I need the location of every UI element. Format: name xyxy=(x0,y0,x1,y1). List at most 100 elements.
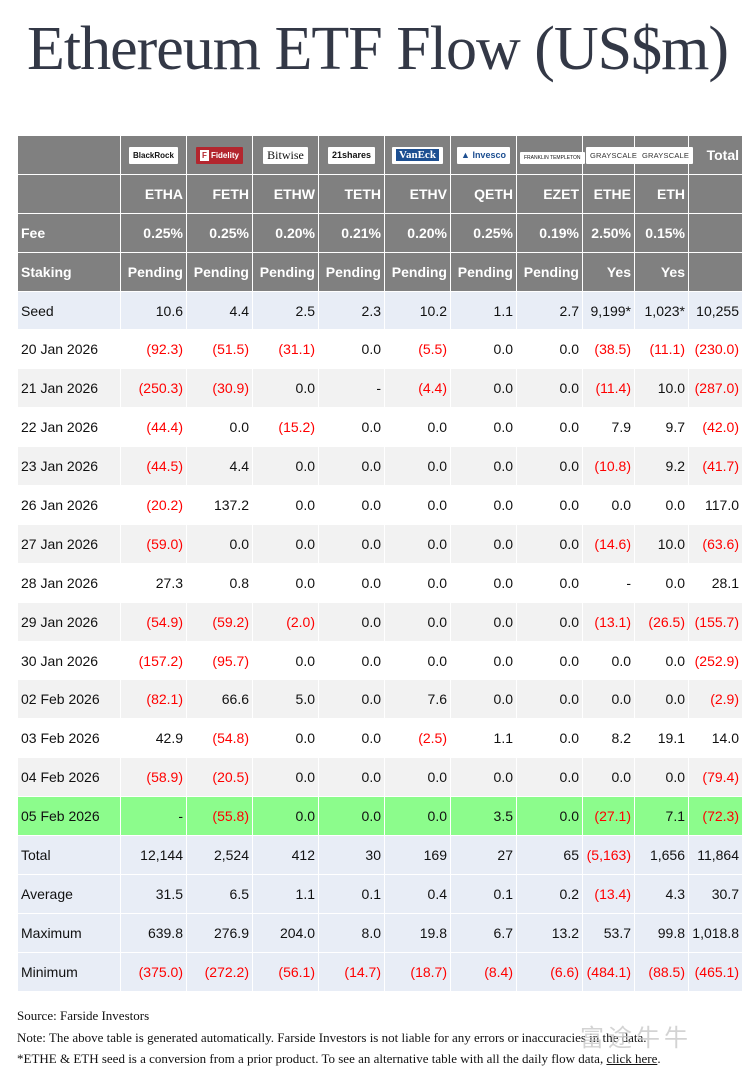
flow-cell: 12,144 xyxy=(120,835,187,875)
row-label: 29 Jan 2026 xyxy=(17,601,121,642)
flow-cell: 0.0 xyxy=(516,796,583,837)
flow-cell: 1.1 xyxy=(450,290,517,331)
flow-cell: 0.0 xyxy=(252,562,319,603)
table-row: 02 Feb 2026 (82.1) 66.6 5.0 0.0 7.6 0.0 0.0 0.0 0… xyxy=(17,679,743,720)
flow-cell: (4.4) xyxy=(384,368,451,409)
flow-cell: (88.5) xyxy=(634,951,689,992)
flow-cell: 27 xyxy=(450,835,517,875)
ticker-cell: ETHV xyxy=(384,173,451,214)
flow-cell: (230.0) xyxy=(688,329,743,370)
table-row: 05 Feb 2026- (55.8) 0.0 0.0 0.0 3.5 0.0 (27.1) 7… xyxy=(17,796,743,837)
flow-cell: 14.0 xyxy=(688,718,743,759)
flow-cell: 0.0 xyxy=(384,601,451,642)
blackrock-logo: BlackRock xyxy=(129,147,178,165)
flow-cell: 0.8 xyxy=(186,562,253,603)
row-label: Average xyxy=(17,873,121,914)
flow-cell: 28.1 xyxy=(688,562,743,603)
flow-cell: 0.0 xyxy=(450,407,517,448)
flow-cell: 11,864 xyxy=(688,835,743,875)
seed-note-text: *ETHE & ETH seed is a conversion from a … xyxy=(17,1051,604,1066)
flow-cell: (31.1) xyxy=(252,329,319,370)
flow-cell: 42.9 xyxy=(120,718,187,759)
flow-cell: (30.9) xyxy=(186,368,253,409)
flow-cell: 1.1 xyxy=(450,718,517,759)
flow-cell: 7.9 xyxy=(582,407,635,448)
flow-cell: 6.5 xyxy=(186,873,253,914)
flow-cell: 117.0 xyxy=(688,485,743,525)
table-row: Maximum 639.8 276.9 204.0 8.0 19.8 6.7 13.2 53.7… xyxy=(17,912,743,953)
row-label: 02 Feb 2026 xyxy=(17,679,121,720)
row-label: Maximum xyxy=(17,912,121,953)
flow-cell: 0.0 xyxy=(252,796,319,837)
flow-cell: (2.5) xyxy=(384,718,451,759)
provider-row: BlackRock F Fidelity Bitwise 21shares Van… xyxy=(17,135,743,175)
table-row: 27 Jan 2026 (59.0) 0.0 0.0 0.0 0.0 0.0 0.0 (14.6… xyxy=(17,523,743,564)
flow-cell: (82.1) xyxy=(120,679,187,720)
flow-cell: (250.3) xyxy=(120,368,187,409)
staking-label: Staking xyxy=(17,251,121,292)
flow-cell: (59.2) xyxy=(186,601,253,642)
flow-cell: 7.1 xyxy=(634,796,689,837)
flow-cell: (5.5) xyxy=(384,329,451,370)
flow-cell: 4.3 xyxy=(634,873,689,914)
flow-cell: 204.0 xyxy=(252,912,319,953)
flow-cell: 0.0 xyxy=(384,446,451,487)
table-row: 29 Jan 2026 (54.9) (59.2) (2.0) 0.0 0.0 0.0 0.0… xyxy=(17,601,743,642)
flow-cell: (58.9) xyxy=(120,757,187,798)
table-row: 26 Jan 2026 (20.2) 137.2 0.0 0.0 0.0 0.0 0.0 0.0… xyxy=(17,485,743,525)
flow-cell: (18.7) xyxy=(384,951,451,992)
flow-cell: 0.2 xyxy=(516,873,583,914)
flow-cell: (95.7) xyxy=(186,640,253,681)
flow-cell: 0.0 xyxy=(516,523,583,564)
table-row: 03 Feb 2026 42.9 (54.8) 0.0 0.0 (2.5) 1.1 0.0 8.… xyxy=(17,718,743,759)
flow-cell: 0.0 xyxy=(516,485,583,525)
table-row: 28 Jan 2026 27.3 0.8 0.0 0.0 0.0 0.0 0.0-0.0 28.… xyxy=(17,562,743,603)
table-row: 21 Jan 2026 (250.3) (30.9) 0.0- (4.4) 0.0 0.0(… xyxy=(17,368,743,409)
flow-cell: 0.0 xyxy=(252,640,319,681)
flow-cell: (42.0) xyxy=(688,407,743,448)
flow-cell: 0.0 xyxy=(318,640,385,681)
flow-cell: (465.1) xyxy=(688,951,743,992)
row-label: 30 Jan 2026 xyxy=(17,640,121,681)
flow-cell: - xyxy=(120,796,187,837)
table-row: Minimum (375.0) (272.2) (56.1) (14.7) (18.7)(… xyxy=(17,951,743,992)
vaneck-logo: VanEck xyxy=(392,147,443,165)
disclaimer-note: Note: The above table is generated autom… xyxy=(17,1030,647,1045)
flow-cell: 0.0 xyxy=(318,796,385,837)
flow-cell: (14.7) xyxy=(318,951,385,992)
flow-cell: - xyxy=(318,368,385,409)
flow-cell: 10.0 xyxy=(634,368,689,409)
flow-cell: 0.0 xyxy=(318,407,385,448)
flow-cell: (27.1) xyxy=(582,796,635,837)
flow-cell: 0.0 xyxy=(318,757,385,798)
row-label: 27 Jan 2026 xyxy=(17,523,121,564)
page-title: Ethereum ETF Flow (US$m) xyxy=(27,15,729,83)
fee-cell: 0.25% xyxy=(120,212,187,253)
link-suffix: . xyxy=(657,1051,661,1066)
flow-cell: 0.0 xyxy=(516,718,583,759)
flow-cell: 0.0 xyxy=(384,640,451,681)
flow-cell: 9.2 xyxy=(634,446,689,487)
click-here-link[interactable]: click here xyxy=(606,1051,658,1066)
table-row: 20 Jan 2026 (92.3) (51.5) (31.1) 0.0 (5.5) 0.0… xyxy=(17,329,743,370)
flow-cell: 0.0 xyxy=(516,562,583,603)
flow-cell: 412 xyxy=(252,835,319,875)
fee-cell: 0.20% xyxy=(384,212,451,253)
flow-cell: 0.0 xyxy=(384,523,451,564)
flow-cell: 0.0 xyxy=(516,757,583,798)
row-label: 23 Jan 2026 xyxy=(17,446,121,487)
flow-cell: 0.0 xyxy=(318,485,385,525)
flow-cell: (10.8) xyxy=(582,446,635,487)
flow-cell: 0.0 xyxy=(252,718,319,759)
flow-cell: (79.4) xyxy=(688,757,743,798)
invesco-logo-text: Invesco xyxy=(472,150,506,161)
flow-cell: (13.1) xyxy=(582,601,635,642)
ticker-cell: ETHE xyxy=(582,173,635,214)
table-row: Seed 10.6 4.4 2.5 2.3 10.2 1.1 2.7 9,199* 1,023* 1… xyxy=(17,290,743,331)
flow-cell: 19.1 xyxy=(634,718,689,759)
staking-cell: Yes xyxy=(582,251,635,292)
flow-cell: 3.5 xyxy=(450,796,517,837)
flow-cell: 0.0 xyxy=(582,757,635,798)
flow-cell: 0.0 xyxy=(516,407,583,448)
invesco-logo: ▲ Invesco xyxy=(457,147,510,165)
